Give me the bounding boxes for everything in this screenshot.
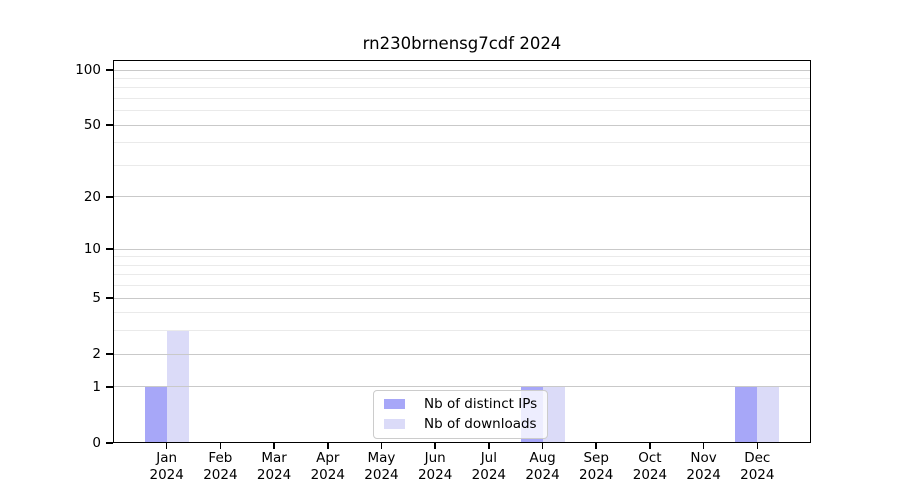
gridline-minor-6 — [113, 285, 811, 287]
ytick-mark-50 — [106, 124, 113, 127]
gridline-major-5 — [113, 297, 811, 299]
legend-label-distinct-ips: Nb of distinct IPs — [424, 396, 538, 412]
ytick-mark-10 — [106, 248, 113, 250]
bar-jan-nb-of-distinct-ips — [144, 386, 167, 443]
xtick-label-mar: Mar 2024 — [256, 450, 292, 483]
gridline-major-100 — [113, 69, 811, 71]
xtick-mark-oct — [649, 443, 651, 449]
xtick-label-oct: Oct 2024 — [632, 450, 668, 483]
bar-aug-nb-of-downloads — [542, 386, 565, 443]
ytick-label-100: 100 — [75, 62, 101, 78]
gridline-major-1 — [113, 386, 811, 388]
xtick-mark-may — [380, 443, 383, 449]
bar-dec-nb-of-downloads — [757, 386, 780, 443]
legend-item-distinct-ips: Nb of distinct IPs — [384, 396, 537, 412]
ytick-label-50: 50 — [83, 117, 101, 134]
gridline-minor-3 — [113, 330, 811, 332]
ytick-label-10: 10 — [83, 241, 101, 258]
legend-swatch-distinct-ips — [384, 398, 405, 410]
gridline-minor-90 — [113, 77, 811, 79]
plot-area — [113, 60, 811, 443]
ytick-label-1: 1 — [92, 378, 101, 395]
xtick-label-sep: Sep 2024 — [579, 450, 614, 483]
gridline-minor-8 — [113, 264, 811, 266]
chart-title: rn230brnensg7cdf 2024 — [362, 34, 562, 53]
legend: Nb of distinct IPs Nb of downloads — [373, 390, 549, 439]
xtick-label-may: May 2024 — [364, 450, 399, 483]
xtick-label-apr: Apr 2024 — [310, 450, 345, 483]
xtick-mark-jul — [488, 443, 490, 449]
ytick-mark-100 — [106, 69, 113, 71]
xtick-mark-apr — [326, 443, 329, 449]
xtick-label-nov: Nov 2024 — [686, 450, 721, 483]
ytick-label-5: 5 — [92, 290, 101, 307]
legend-label-downloads: Nb of downloads — [424, 416, 537, 432]
xtick-mark-nov — [702, 443, 705, 449]
gridline-minor-60 — [113, 110, 811, 112]
gridline-major-2 — [113, 353, 811, 355]
gridline-major-50 — [113, 124, 811, 126]
ytick-mark-0 — [106, 442, 113, 444]
xtick-mark-feb — [219, 443, 222, 449]
xtick-label-dec: Dec 2024 — [740, 450, 775, 483]
ytick-mark-5 — [106, 297, 113, 299]
ytick-label-0: 0 — [92, 435, 101, 451]
gridline-major-20 — [113, 196, 811, 198]
xtick-mark-mar — [273, 443, 275, 449]
gridline-minor-7 — [113, 274, 811, 276]
xtick-mark-aug — [541, 443, 544, 449]
xtick-mark-jun — [434, 443, 436, 449]
xtick-label-jul: Jul 2024 — [471, 450, 507, 483]
xtick-label-jun: Jun 2024 — [417, 450, 453, 483]
bar-dec-nb-of-distinct-ips — [735, 386, 758, 443]
gridline-minor-30 — [113, 164, 811, 166]
xtick-mark-sep — [595, 443, 598, 449]
ytick-mark-1 — [106, 386, 113, 388]
legend-swatch-downloads — [384, 418, 405, 430]
xtick-label-feb: Feb 2024 — [203, 450, 238, 483]
legend-item-downloads: Nb of downloads — [384, 416, 537, 432]
ytick-label-20: 20 — [83, 188, 101, 205]
xtick-mark-jan — [165, 443, 168, 449]
gridline-minor-9 — [113, 256, 811, 258]
gridline-minor-80 — [113, 87, 811, 89]
ytick-mark-20 — [106, 196, 113, 198]
gridline-minor-70 — [113, 98, 811, 99]
gridline-major-10 — [113, 248, 811, 250]
xtick-label-jan: Jan 2024 — [149, 450, 184, 483]
ytick-mark-2 — [106, 353, 113, 355]
gridline-minor-4 — [113, 312, 811, 314]
xtick-mark-dec — [756, 443, 759, 449]
ytick-label-2: 2 — [92, 346, 101, 363]
gridline-minor-40 — [113, 142, 811, 144]
xtick-label-aug: Aug 2024 — [525, 450, 560, 483]
